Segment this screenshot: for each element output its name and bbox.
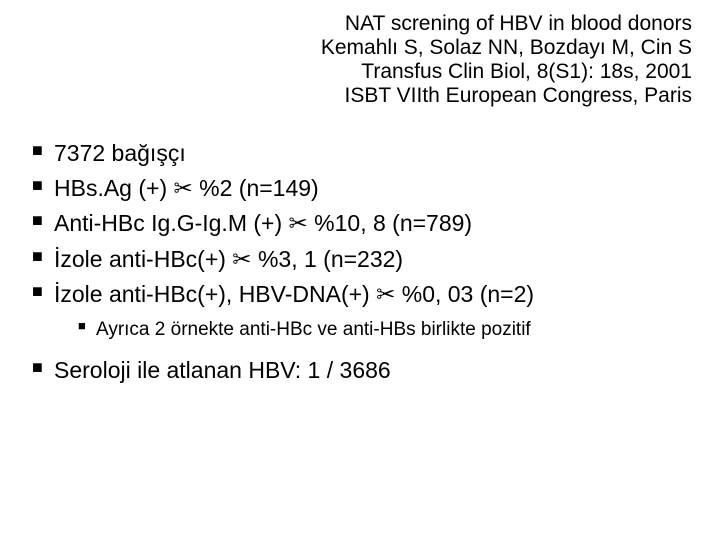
main-list: 7372 bağışçı HBs.Ag (+) ✂ %2 (n=149) Ant… bbox=[24, 137, 696, 312]
citation-header: NAT screning of HBV in blood donors Kema… bbox=[24, 12, 696, 109]
header-title: NAT screning of HBV in blood donors bbox=[24, 12, 692, 36]
bullet-anti-hbc-igg-igm: Anti-HBc Ig.G-Ig.M (+) ✂ %10, 8 (n=789) bbox=[32, 207, 696, 240]
sub-list: Ayrıca 2 örnekte anti-HBc ve anti-HBs bi… bbox=[24, 317, 696, 344]
bullet-hbsag: HBs.Ag (+) ✂ %2 (n=149) bbox=[32, 172, 696, 205]
bullet-serology-missed: Seroloji ile atlanan HBV: 1 / 3686 bbox=[32, 354, 696, 387]
main-list-2: Seroloji ile atlanan HBV: 1 / 3686 bbox=[24, 354, 696, 387]
bullet-donor-count: 7372 bağışçı bbox=[32, 137, 696, 170]
sub-bullet-note: Ayrıca 2 örnekte anti-HBc ve anti-HBs bi… bbox=[78, 317, 696, 344]
bullet-isolated-anti-hbc: İzole anti-HBc(+) ✂ %3, 1 (n=232) bbox=[32, 243, 696, 276]
header-congress: ISBT VIIth European Congress, Paris bbox=[24, 84, 692, 108]
bullet-isolated-anti-hbc-dna: İzole anti-HBc(+), HBV-DNA(+) ✂ %0, 03 (… bbox=[32, 278, 696, 311]
slide: NAT screning of HBV in blood donors Kema… bbox=[0, 0, 720, 540]
header-authors: Kemahlı S, Solaz NN, Bozdayı M, Cin S bbox=[24, 36, 692, 60]
header-journal: Transfus Clin Biol, 8(S1): 18s, 2001 bbox=[24, 60, 692, 84]
